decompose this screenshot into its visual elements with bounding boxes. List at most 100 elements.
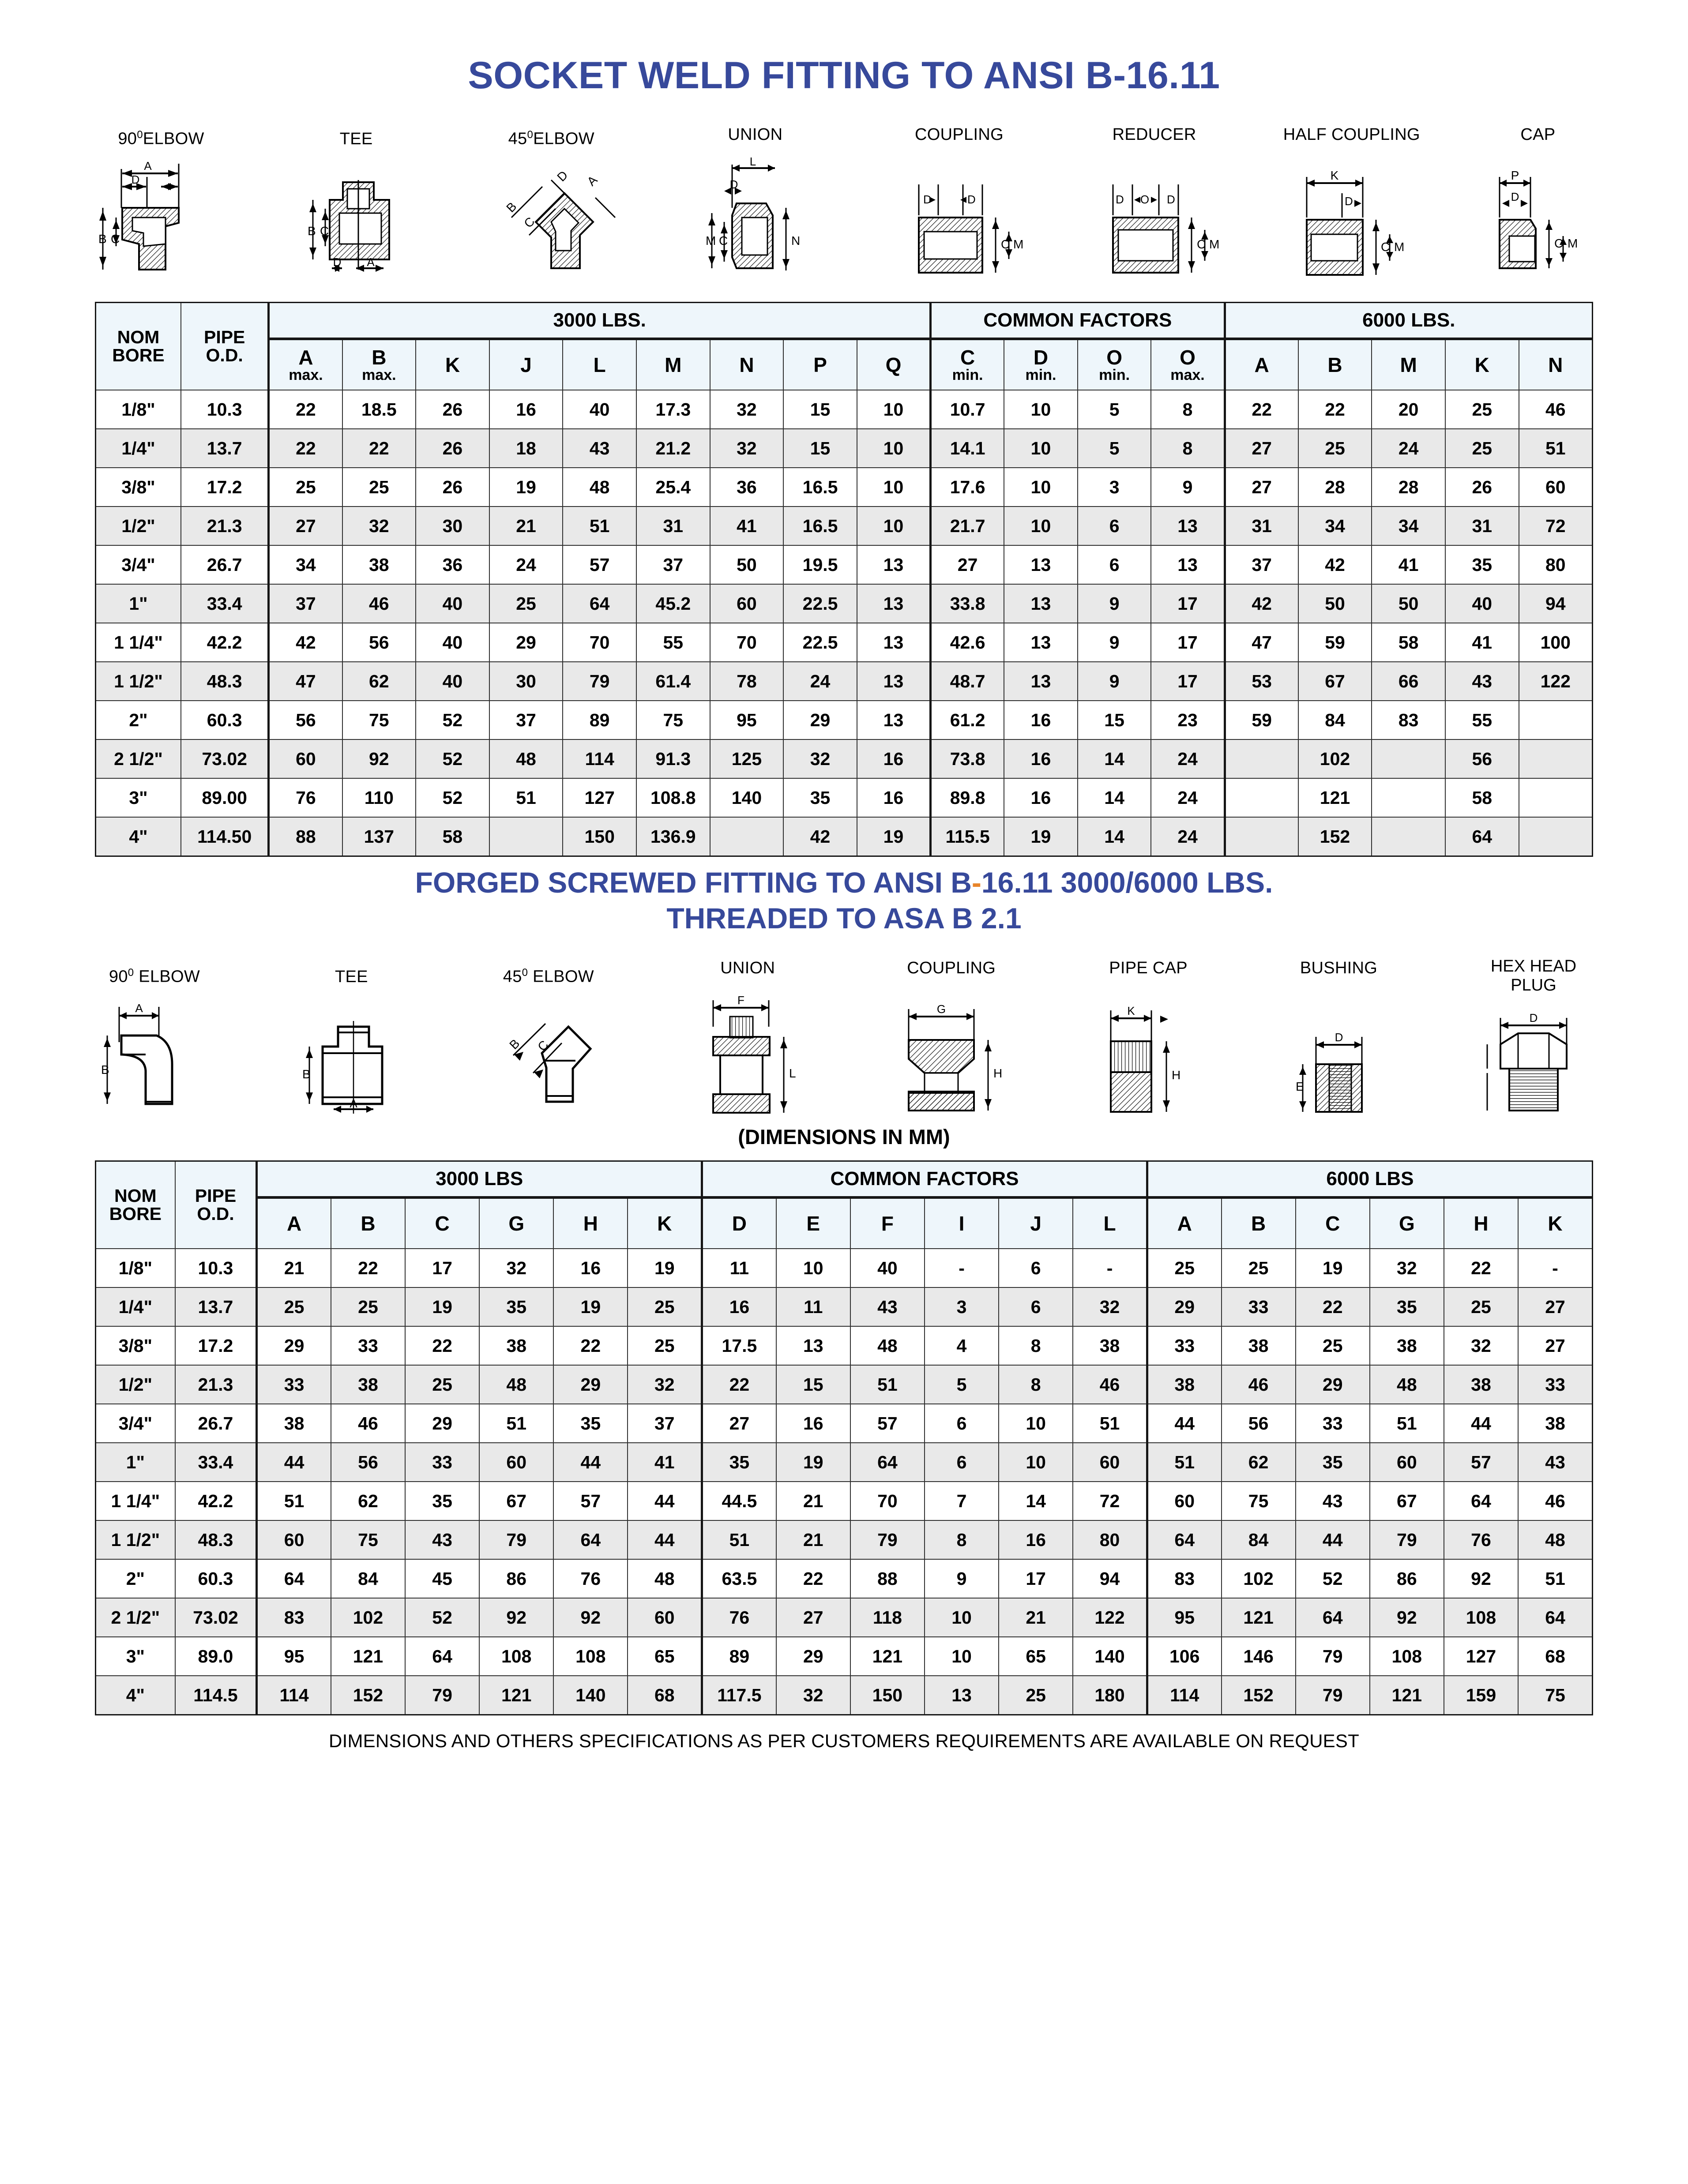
th-group-6000: 6000 LBS. [1224,302,1593,339]
table-cell: 21 [256,1248,331,1288]
cell-nom-bore: 4" [95,817,181,857]
table-cell: 52 [1295,1559,1370,1599]
table-cell: 89 [701,1636,777,1677]
table-cell: 146 [1221,1636,1296,1677]
table-cell: 3 [924,1287,1000,1327]
table-cell: 52 [405,1598,480,1638]
table-cell: 11 [701,1248,777,1288]
table-cell: 59 [1224,700,1299,740]
table-cell: 17 [405,1248,480,1288]
table-cell: 26 [1444,467,1519,507]
table-cell: 35 [783,778,857,818]
figure2-hex-head-plug-label: HEX HEAD PLUG [1490,957,1577,995]
svg-text:D: D [1511,190,1519,203]
figure2-coupling: COUPLING G H [887,959,1015,1119]
section2-subtitle: THREADED TO ASA B 2.1 [666,901,1022,934]
table-cell [1371,778,1446,818]
cell-nom-bore: 1/4" [95,1287,176,1327]
table-cell: 76 [701,1598,777,1638]
th2-col-B3: B [330,1196,406,1250]
svg-text:C: C [522,214,538,230]
svg-text:D: D [730,178,738,191]
table-cell: 25 [627,1287,703,1327]
table-cell: 44 [256,1442,331,1482]
table-cell: 44 [1295,1520,1370,1560]
th2-pipe-od: PIPE O.D. [174,1160,258,1250]
table-cell: 38 [1443,1365,1519,1405]
table-cell: 35 [553,1403,628,1444]
table-cell: 51 [1369,1403,1444,1444]
header-row-groups-2: NOM BORE PIPE O.D. 3000 LBS COMMON FACTO… [95,1160,1593,1250]
table-cell: 16 [856,739,932,779]
table-cell: 64 [1443,1481,1519,1521]
table-cell [1371,817,1446,857]
th2-col-G3: G [479,1196,554,1250]
table-cell: 13 [856,700,932,740]
cell-nom-bore: 3/4" [95,1403,176,1444]
table-row: 1" 33.4 37 46 40 25 64 45.2 60 22.5 13 33.8 13 9 17 42 5… [95,584,1593,623]
table-cell: 79 [405,1675,480,1715]
table-cell: 28 [1371,467,1446,507]
table-cell: 34 [1371,506,1446,546]
table-cell: 29 [783,700,857,740]
table-cell: 86 [1369,1559,1444,1599]
table-cell: 60 [268,739,343,779]
figure2-union: UNION F [686,959,809,1119]
table-cell: 32 [342,506,417,546]
table-cell: 30 [415,506,490,546]
cell-nom-bore: 2 1/2" [95,1598,176,1638]
table-cell: 75 [1518,1675,1593,1715]
svg-text:D: D [967,193,976,206]
table-cell: 136.9 [636,817,711,857]
table-cell: 33 [1221,1287,1296,1327]
table-cell: 75 [330,1520,406,1560]
table-cell: 9 [1150,467,1226,507]
table-cell: 10 [924,1636,1000,1677]
table-cell: 22 [405,1326,480,1366]
table-cell: 40 [1444,584,1519,623]
table-cell: 30 [489,661,564,701]
table-cell: 50 [1371,584,1446,623]
table-row: 1/8" 10.3 21 22 17 32 16 19 11 10 40-6-25 25 19 32 22- [95,1248,1593,1288]
th2-col-I: I [924,1196,1000,1250]
cell-pipe-od: 73.02 [180,739,270,779]
table-cell: 46 [330,1403,406,1444]
table-cell: 25 [1147,1248,1222,1288]
table-cell: 127 [562,778,637,818]
table-cell: 22.5 [783,584,857,623]
table-cell: 95 [1147,1598,1222,1638]
table-cell: 16 [1004,700,1078,740]
table-cell: 51 [701,1520,777,1560]
table-cell: 29 [1295,1365,1370,1405]
table-cell: 22 [268,390,343,429]
th-col-N6: N [1518,338,1593,390]
figure2-bushing-label: BUSHING [1300,959,1378,978]
table-cell: 61.4 [636,661,711,701]
cell-pipe-od: 73.02 [174,1598,258,1638]
table-cell: 100 [1518,623,1593,662]
table-cell: 14 [1077,778,1152,818]
table-cell: 121 [479,1675,554,1715]
table-cell: 140 [1072,1636,1148,1677]
cell-pipe-od: 13.7 [174,1287,258,1327]
th2-col-A3: A [256,1196,331,1250]
table-cell: 16 [553,1248,628,1288]
table-row: 1/4" 13.7 25 25 19 35 19 25 16 11 43 3 6 32 29 33 22 35 25… [95,1287,1593,1327]
figure2-hex-head-plug: HEX HEAD PLUG D [1474,957,1593,1119]
table-cell: 38 [1221,1326,1296,1366]
figure-tee: TEE B C D [290,130,422,286]
table-cell: 37 [627,1403,703,1444]
table-cell: 16 [775,1403,851,1444]
footer-note: DIMENSIONS AND OTHERS SPECIFICATIONS AS … [329,1730,1359,1752]
table-cell: 56 [330,1442,406,1482]
table-cell: 86 [479,1559,554,1599]
table-cell: 150 [562,817,637,857]
table-cell: 11 [775,1287,851,1327]
table-cell: 25 [1297,428,1372,468]
table-cell: 92 [479,1598,554,1638]
cell-nom-bore: 1/8" [95,1248,176,1288]
figure2-union-art: F L [686,985,809,1119]
table-cell: 51 [1072,1403,1148,1444]
svg-text:M: M [1209,237,1219,251]
